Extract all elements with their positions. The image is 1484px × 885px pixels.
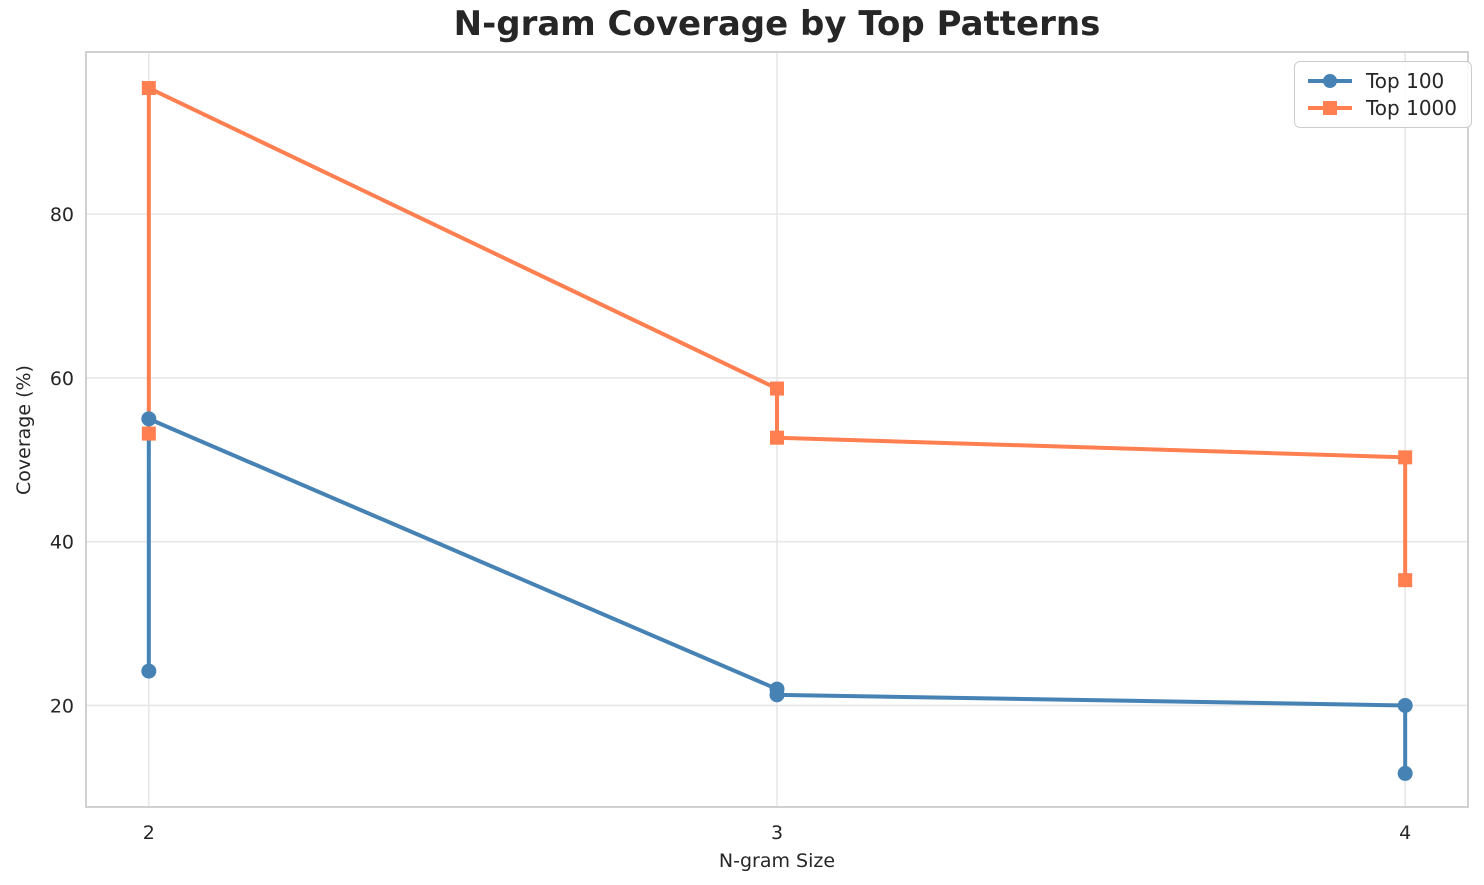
legend-item-top-100: Top 100 — [1306, 71, 1457, 91]
data-point-square — [770, 430, 784, 445]
data-point-circle — [141, 663, 157, 679]
data-point-square — [141, 426, 156, 441]
legend-item-top-1000: Top 1000 — [1306, 98, 1457, 118]
data-point-square — [1398, 450, 1413, 465]
chart-title: N-gram Coverage by Top Patterns — [453, 4, 1101, 44]
x-tick-label: 4 — [1399, 822, 1411, 844]
x-tick-label: 3 — [771, 822, 783, 844]
x-tick-label: 2 — [143, 822, 155, 844]
y-tick-label: 40 — [50, 532, 74, 554]
y-tick-label: 80 — [50, 204, 74, 226]
data-point-square — [1398, 573, 1413, 588]
series-line-top-1000 — [146, 86, 1408, 581]
legend-marker-square-icon — [1322, 101, 1337, 115]
y-axis-label: Coverage (%) — [13, 365, 35, 495]
legend-label-top-100: Top 100 — [1365, 69, 1445, 93]
data-point-circle — [1397, 697, 1413, 713]
data-point-circle — [769, 687, 785, 703]
data-point-circle — [1397, 765, 1413, 781]
y-tick-label: 60 — [50, 368, 74, 390]
data-point-square — [141, 81, 156, 96]
y-tick-label: 20 — [50, 695, 74, 717]
legend-marker-circle-icon — [1322, 74, 1337, 88]
legend-swatch-top-1000 — [1307, 101, 1352, 115]
data-point-square — [770, 381, 784, 396]
plot-border — [85, 51, 1469, 808]
x-axis-label: N-gram Size — [718, 850, 836, 872]
data-point-circle — [141, 411, 157, 427]
legend: Top 100 Top 1000 — [1293, 61, 1472, 128]
legend-swatch-top-100 — [1307, 74, 1352, 88]
legend-label-top-1000: Top 1000 — [1365, 96, 1457, 120]
